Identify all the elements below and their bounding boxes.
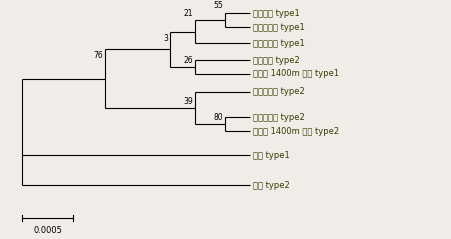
Text: 다도해곰취 type2: 다도해곰취 type2	[253, 113, 304, 121]
Text: 곰취 type2: 곰취 type2	[253, 180, 289, 190]
Text: 3: 3	[163, 33, 168, 43]
Text: 한라산 1400m 곰취 type1: 한라산 1400m 곰취 type1	[253, 70, 338, 78]
Text: 한다리곰취 type1: 한다리곰취 type1	[253, 22, 304, 32]
Text: 곰취 type1: 곰취 type1	[253, 151, 289, 159]
Text: 한택곰취 type2: 한택곰취 type2	[253, 55, 299, 65]
Text: 21: 21	[183, 9, 193, 18]
Text: 80: 80	[213, 113, 222, 122]
Text: 한라산 1400m 곰취 type2: 한라산 1400m 곰취 type2	[253, 126, 338, 136]
Text: 한택곰취 type1: 한택곰취 type1	[253, 9, 299, 17]
Text: 26: 26	[183, 56, 193, 65]
Text: 0.0005: 0.0005	[33, 226, 62, 235]
Text: 한다리곰취 type2: 한다리곰취 type2	[253, 87, 304, 97]
Text: 76: 76	[93, 51, 103, 60]
Text: 55: 55	[213, 1, 222, 10]
Text: 39: 39	[183, 97, 193, 106]
Text: 다도해곰취 type1: 다도해곰취 type1	[253, 38, 304, 48]
